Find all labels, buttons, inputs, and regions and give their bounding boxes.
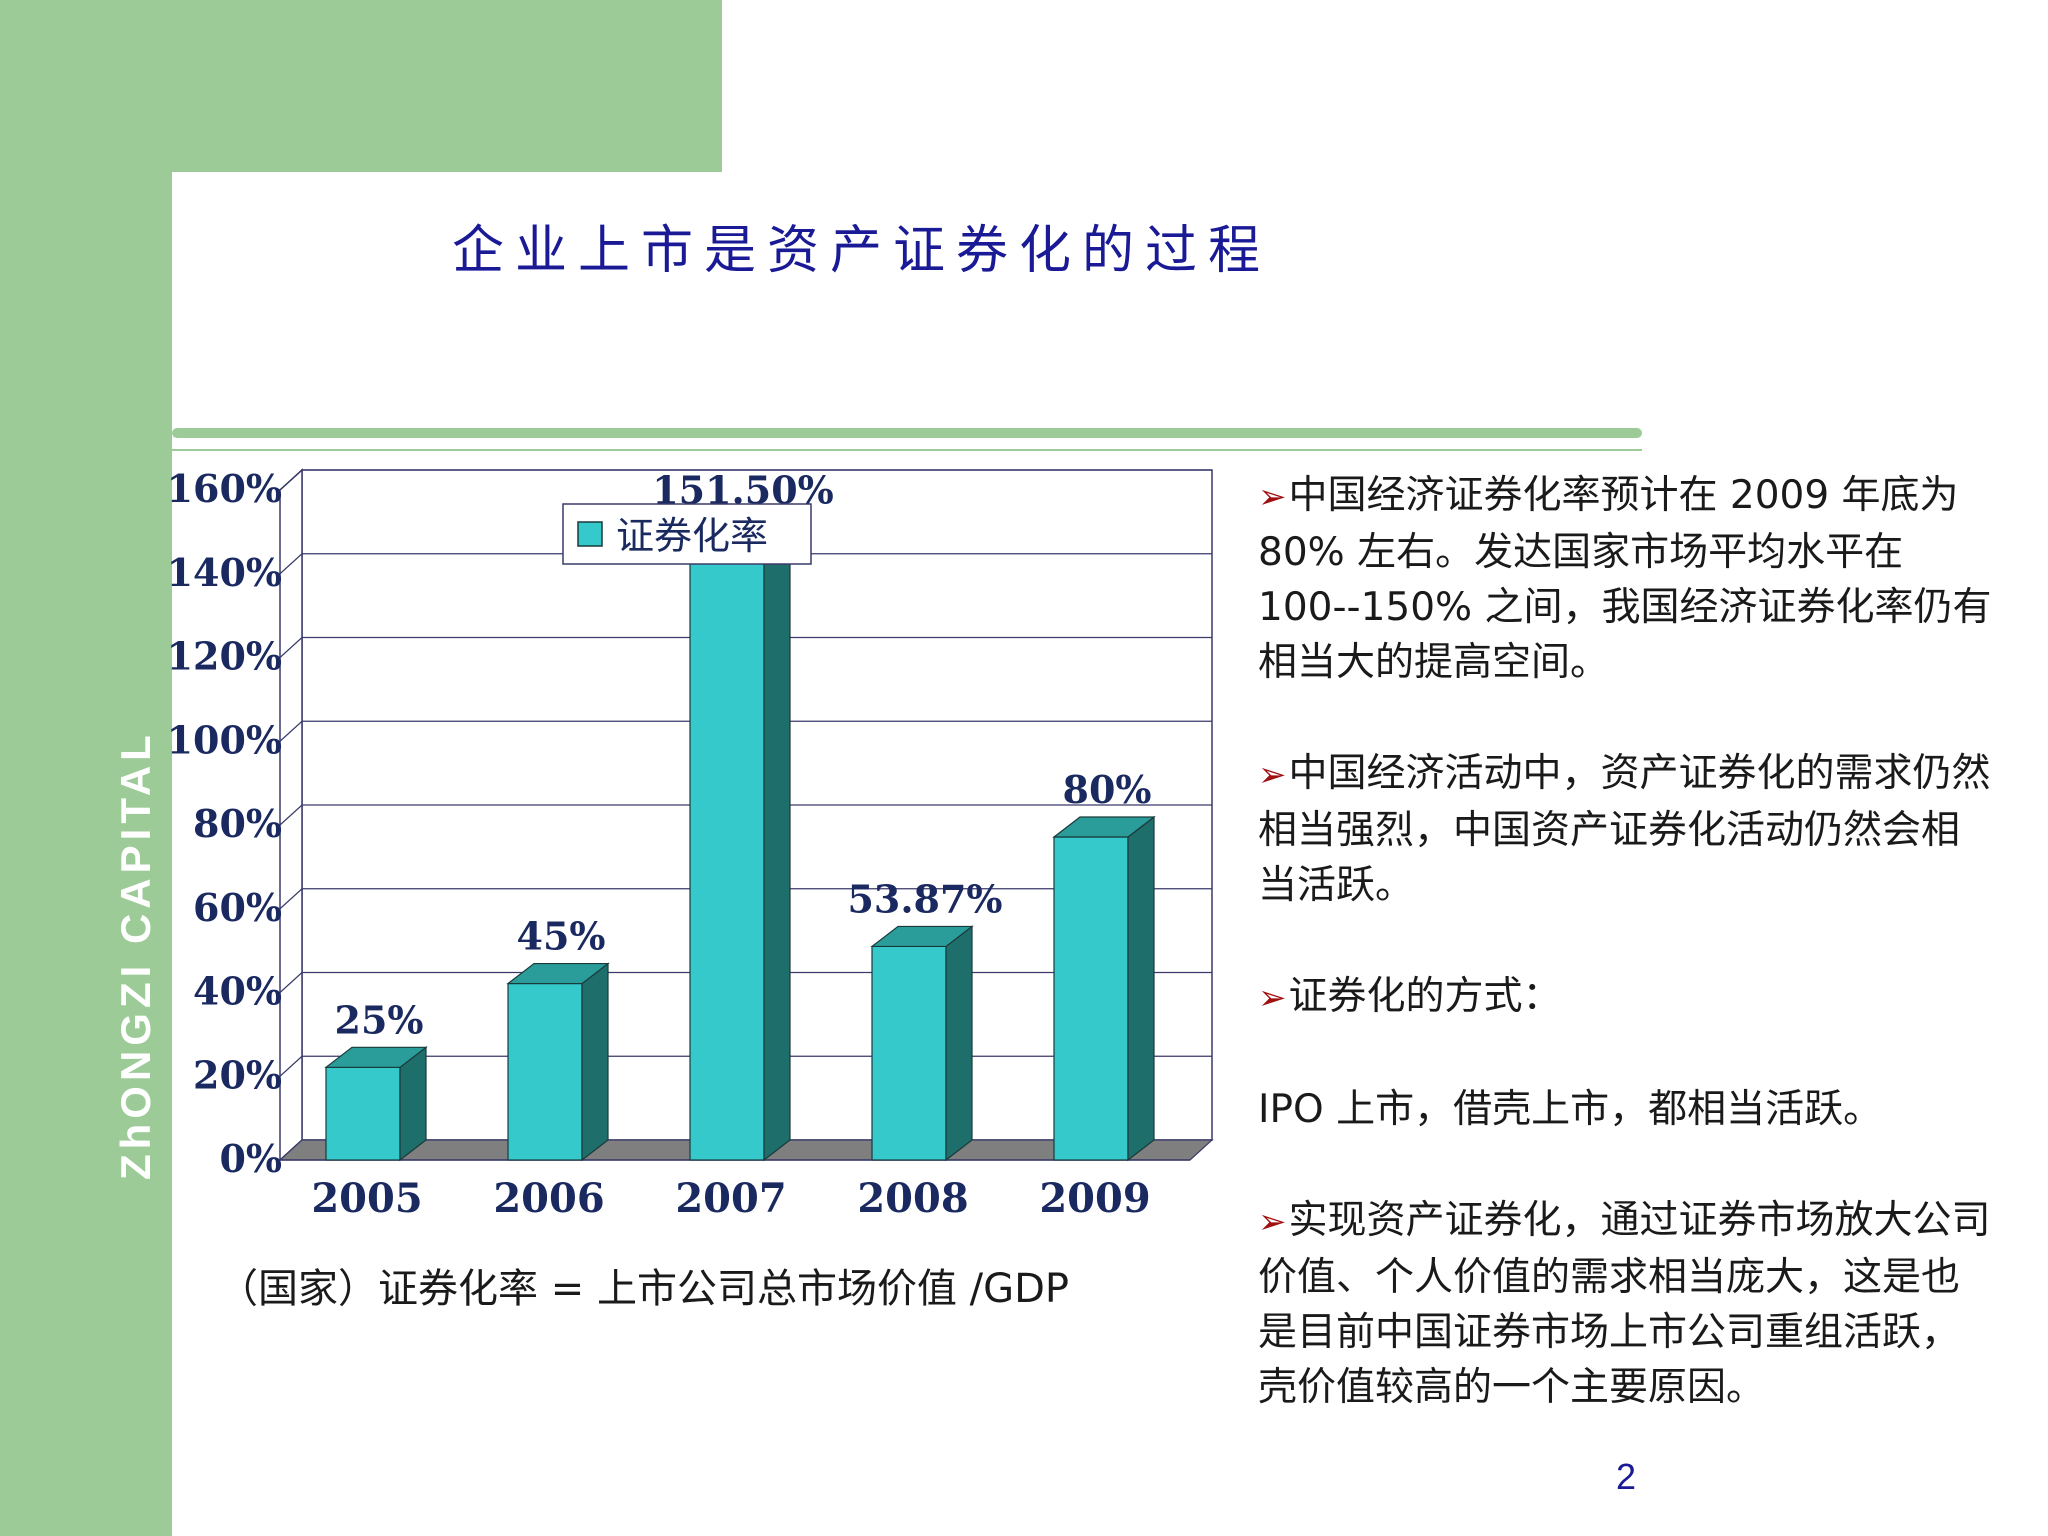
bar-front [871,945,947,1161]
arrow-bullet-icon: ➢ [1258,1202,1287,1242]
arrow-bullet-icon: ➢ [1258,755,1287,795]
legend-swatch-icon [577,521,603,547]
x-tick-label: 2008 [857,1175,968,1222]
top-green-band [0,0,722,172]
bar-data-label: 80% [1063,767,1152,812]
y-tick-label: 40% [193,969,282,1014]
y-tick-label: 100% [167,717,282,762]
bar-front [507,982,583,1161]
bullet-item: ➢中国经济活动中，资产证券化的需求仍然相当强烈，中国资产证券化活动仍然会相当活跃… [1258,746,1998,913]
arrow-bullet-icon: ➢ [1258,477,1287,517]
bar-data-label: 25% [335,997,424,1042]
y-tick-label: 60% [193,885,282,930]
bar-side [945,925,973,1162]
gridline [279,553,1212,575]
x-tick-label: 2006 [493,1175,604,1222]
bar-top [324,1046,428,1068]
gridline [279,720,1212,742]
bar-front [1053,836,1129,1161]
y-tick-label: 160% [167,466,282,511]
y-tick-label: 20% [193,1052,282,1097]
bar-front [689,536,765,1161]
page-title: 企业上市是资产证券化的过程 [452,221,1272,281]
bullet-item: ➢中国经济证券化率预计在 2009 年底为 80% 左右。发达国家市场平均水平在… [1258,468,1998,690]
bar-side [763,516,791,1162]
bar-side [1127,815,1155,1162]
bar-data-label: 53.87% [847,876,1002,921]
bullet-item: ➢证券化的方式： [1258,969,1998,1026]
x-tick-label: 2007 [675,1175,786,1222]
title-divider [172,428,1642,438]
page-number: 2 [1616,1456,1637,1497]
bullet-item: ➢实现资产证券化，通过证券市场放大公司价值、个人价值的需求相当庞大，这是也是目前… [1258,1193,1998,1415]
y-tick-label: 0% [219,1136,282,1181]
y-tick-label: 140% [167,550,282,595]
bar-top [1052,816,1156,838]
bullet-text: 中国经济证券化率预计在 2009 年底为 80% 左右。发达国家市场平均水平在 … [1258,473,1992,685]
arrow-bullet-icon: ➢ [1258,978,1287,1018]
bar-top [870,925,974,948]
bullet-text: 中国经济活动中，资产证券化的需求仍然相当强烈，中国资产证券化活动仍然会相当活跃。 [1258,751,1991,908]
gridline [279,804,1212,826]
bar-top [506,962,610,985]
bullet-text: 实现资产证券化，通过证券市场放大公司价值、个人价值的需求相当庞大，这是也是目前中… [1258,1198,1991,1410]
bullet-text: 证券化的方式： [1288,974,1562,1019]
legend-box [562,503,812,565]
y-tick-label: 80% [193,801,282,846]
x-tick-label: 2009 [1039,1175,1150,1222]
bar-front [325,1066,401,1161]
bullet-list: ➢中国经济证券化率预计在 2009 年底为 80% 左右。发达国家市场平均水平在… [1258,468,1998,1471]
legend-label: 证券化率 [616,514,768,558]
y-tick-label: 120% [167,634,282,679]
formula-text: （国家）证券化率 = 上市公司总市场价值 /GDP [218,1266,1070,1312]
gridline [279,636,1212,658]
title-divider-thin [172,449,1642,451]
bullet-text: IPO 上市，借壳上市，都相当活跃。 [1258,1087,1883,1132]
bullet-item: IPO 上市，借壳上市，都相当活跃。 [1258,1082,1898,1137]
bar-side [581,962,609,1162]
bar-data-label: 45% [517,914,606,959]
left-green-band [0,0,172,1536]
x-tick-label: 2005 [311,1175,422,1222]
gridline [279,888,1212,910]
gridline [279,469,1212,491]
